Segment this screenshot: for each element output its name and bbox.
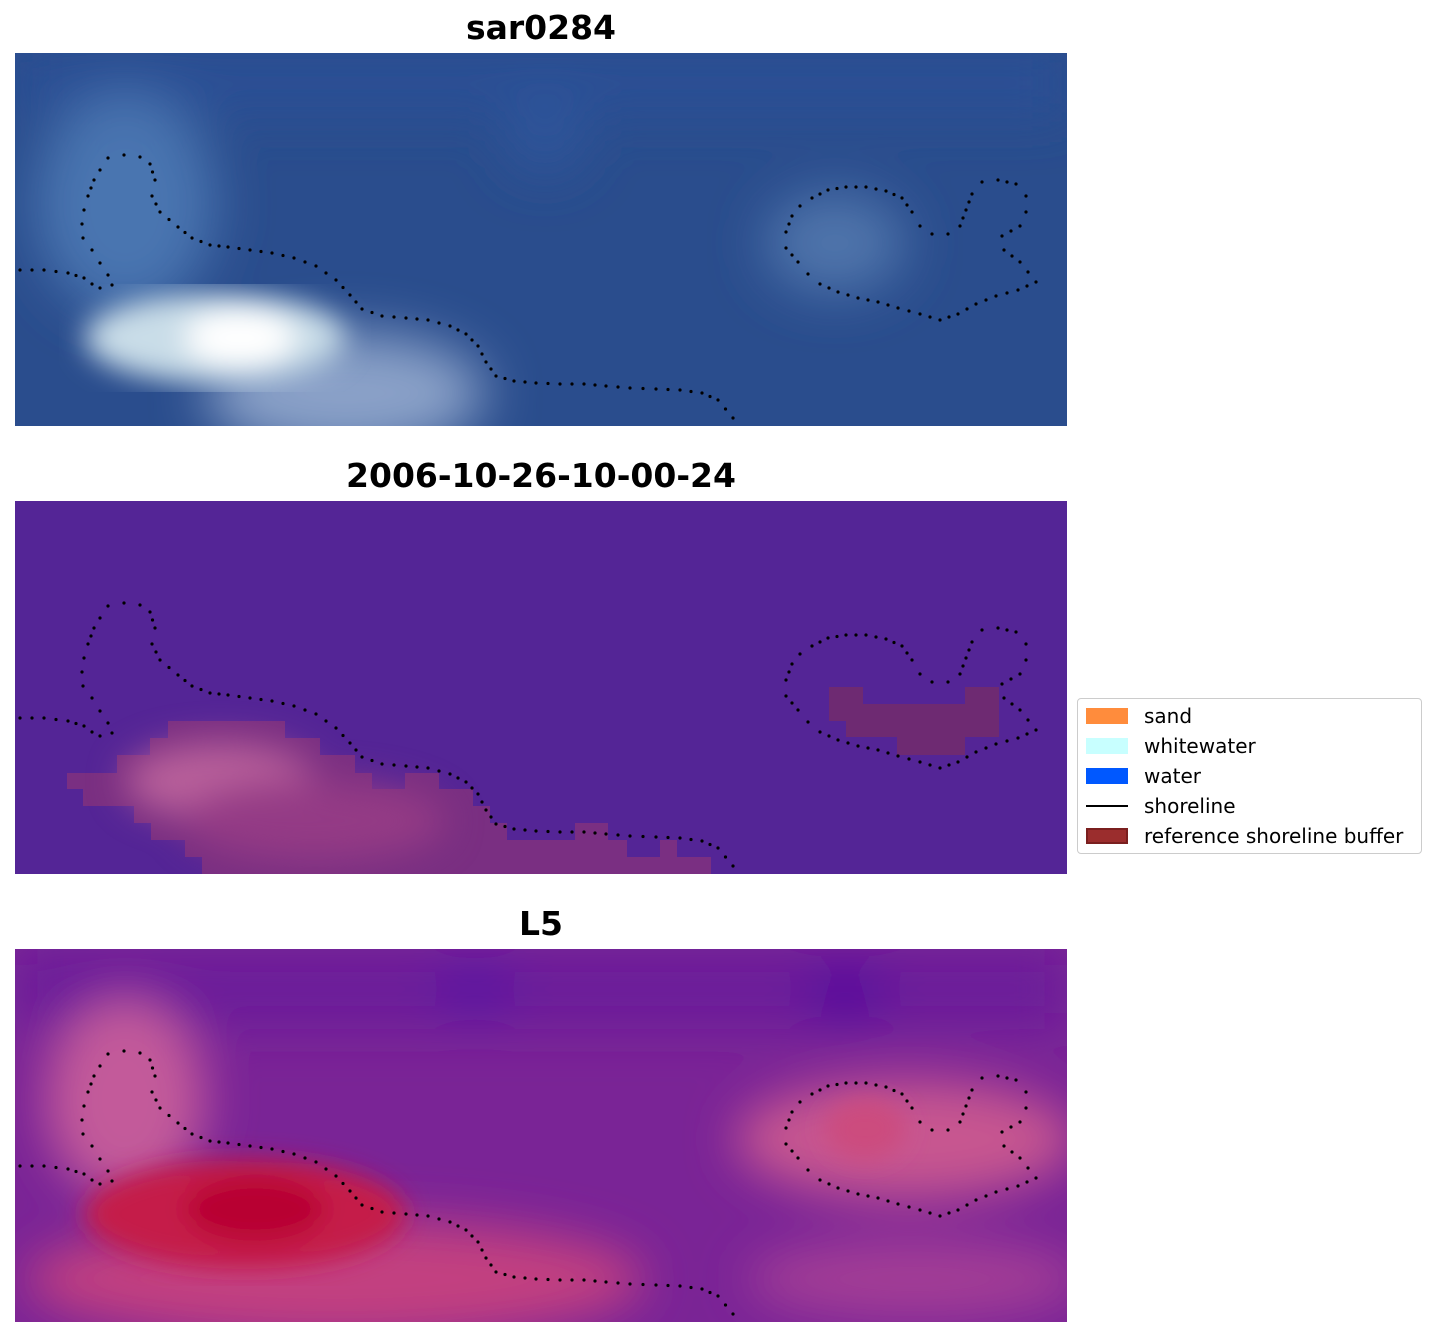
legend-label: shoreline bbox=[1144, 794, 1236, 818]
legend-label: whitewater bbox=[1144, 734, 1256, 758]
panel-index-image bbox=[15, 949, 1067, 1322]
whitewater-swatch bbox=[1086, 738, 1128, 754]
sand-swatch bbox=[1086, 708, 1128, 724]
legend-item-shoreline: shoreline bbox=[1086, 794, 1236, 818]
panel-title-0: sar0284 bbox=[465, 8, 617, 47]
panel-title-1: 2006-10-26-10-00-24 bbox=[346, 456, 736, 495]
legend-item-whitewater: whitewater bbox=[1086, 734, 1256, 758]
legend-label: reference shoreline buffer bbox=[1144, 824, 1404, 848]
water-swatch bbox=[1086, 768, 1128, 784]
legend: sand whitewater water shoreline referenc… bbox=[1077, 698, 1422, 854]
panel-title-2: L5 bbox=[519, 904, 563, 943]
reference-buffer-swatch bbox=[1086, 828, 1128, 844]
legend-item-reference-buffer: reference shoreline buffer bbox=[1086, 824, 1403, 848]
legend-label: sand bbox=[1144, 704, 1193, 728]
shoreline-swatch bbox=[1086, 805, 1128, 807]
panel-rgb-image bbox=[15, 53, 1067, 426]
reference-buffer-region bbox=[829, 687, 999, 755]
legend-item-sand: sand bbox=[1086, 704, 1192, 728]
panel-classification-image bbox=[15, 501, 1067, 874]
legend-item-water: water bbox=[1086, 764, 1201, 788]
legend-label: water bbox=[1144, 764, 1201, 788]
